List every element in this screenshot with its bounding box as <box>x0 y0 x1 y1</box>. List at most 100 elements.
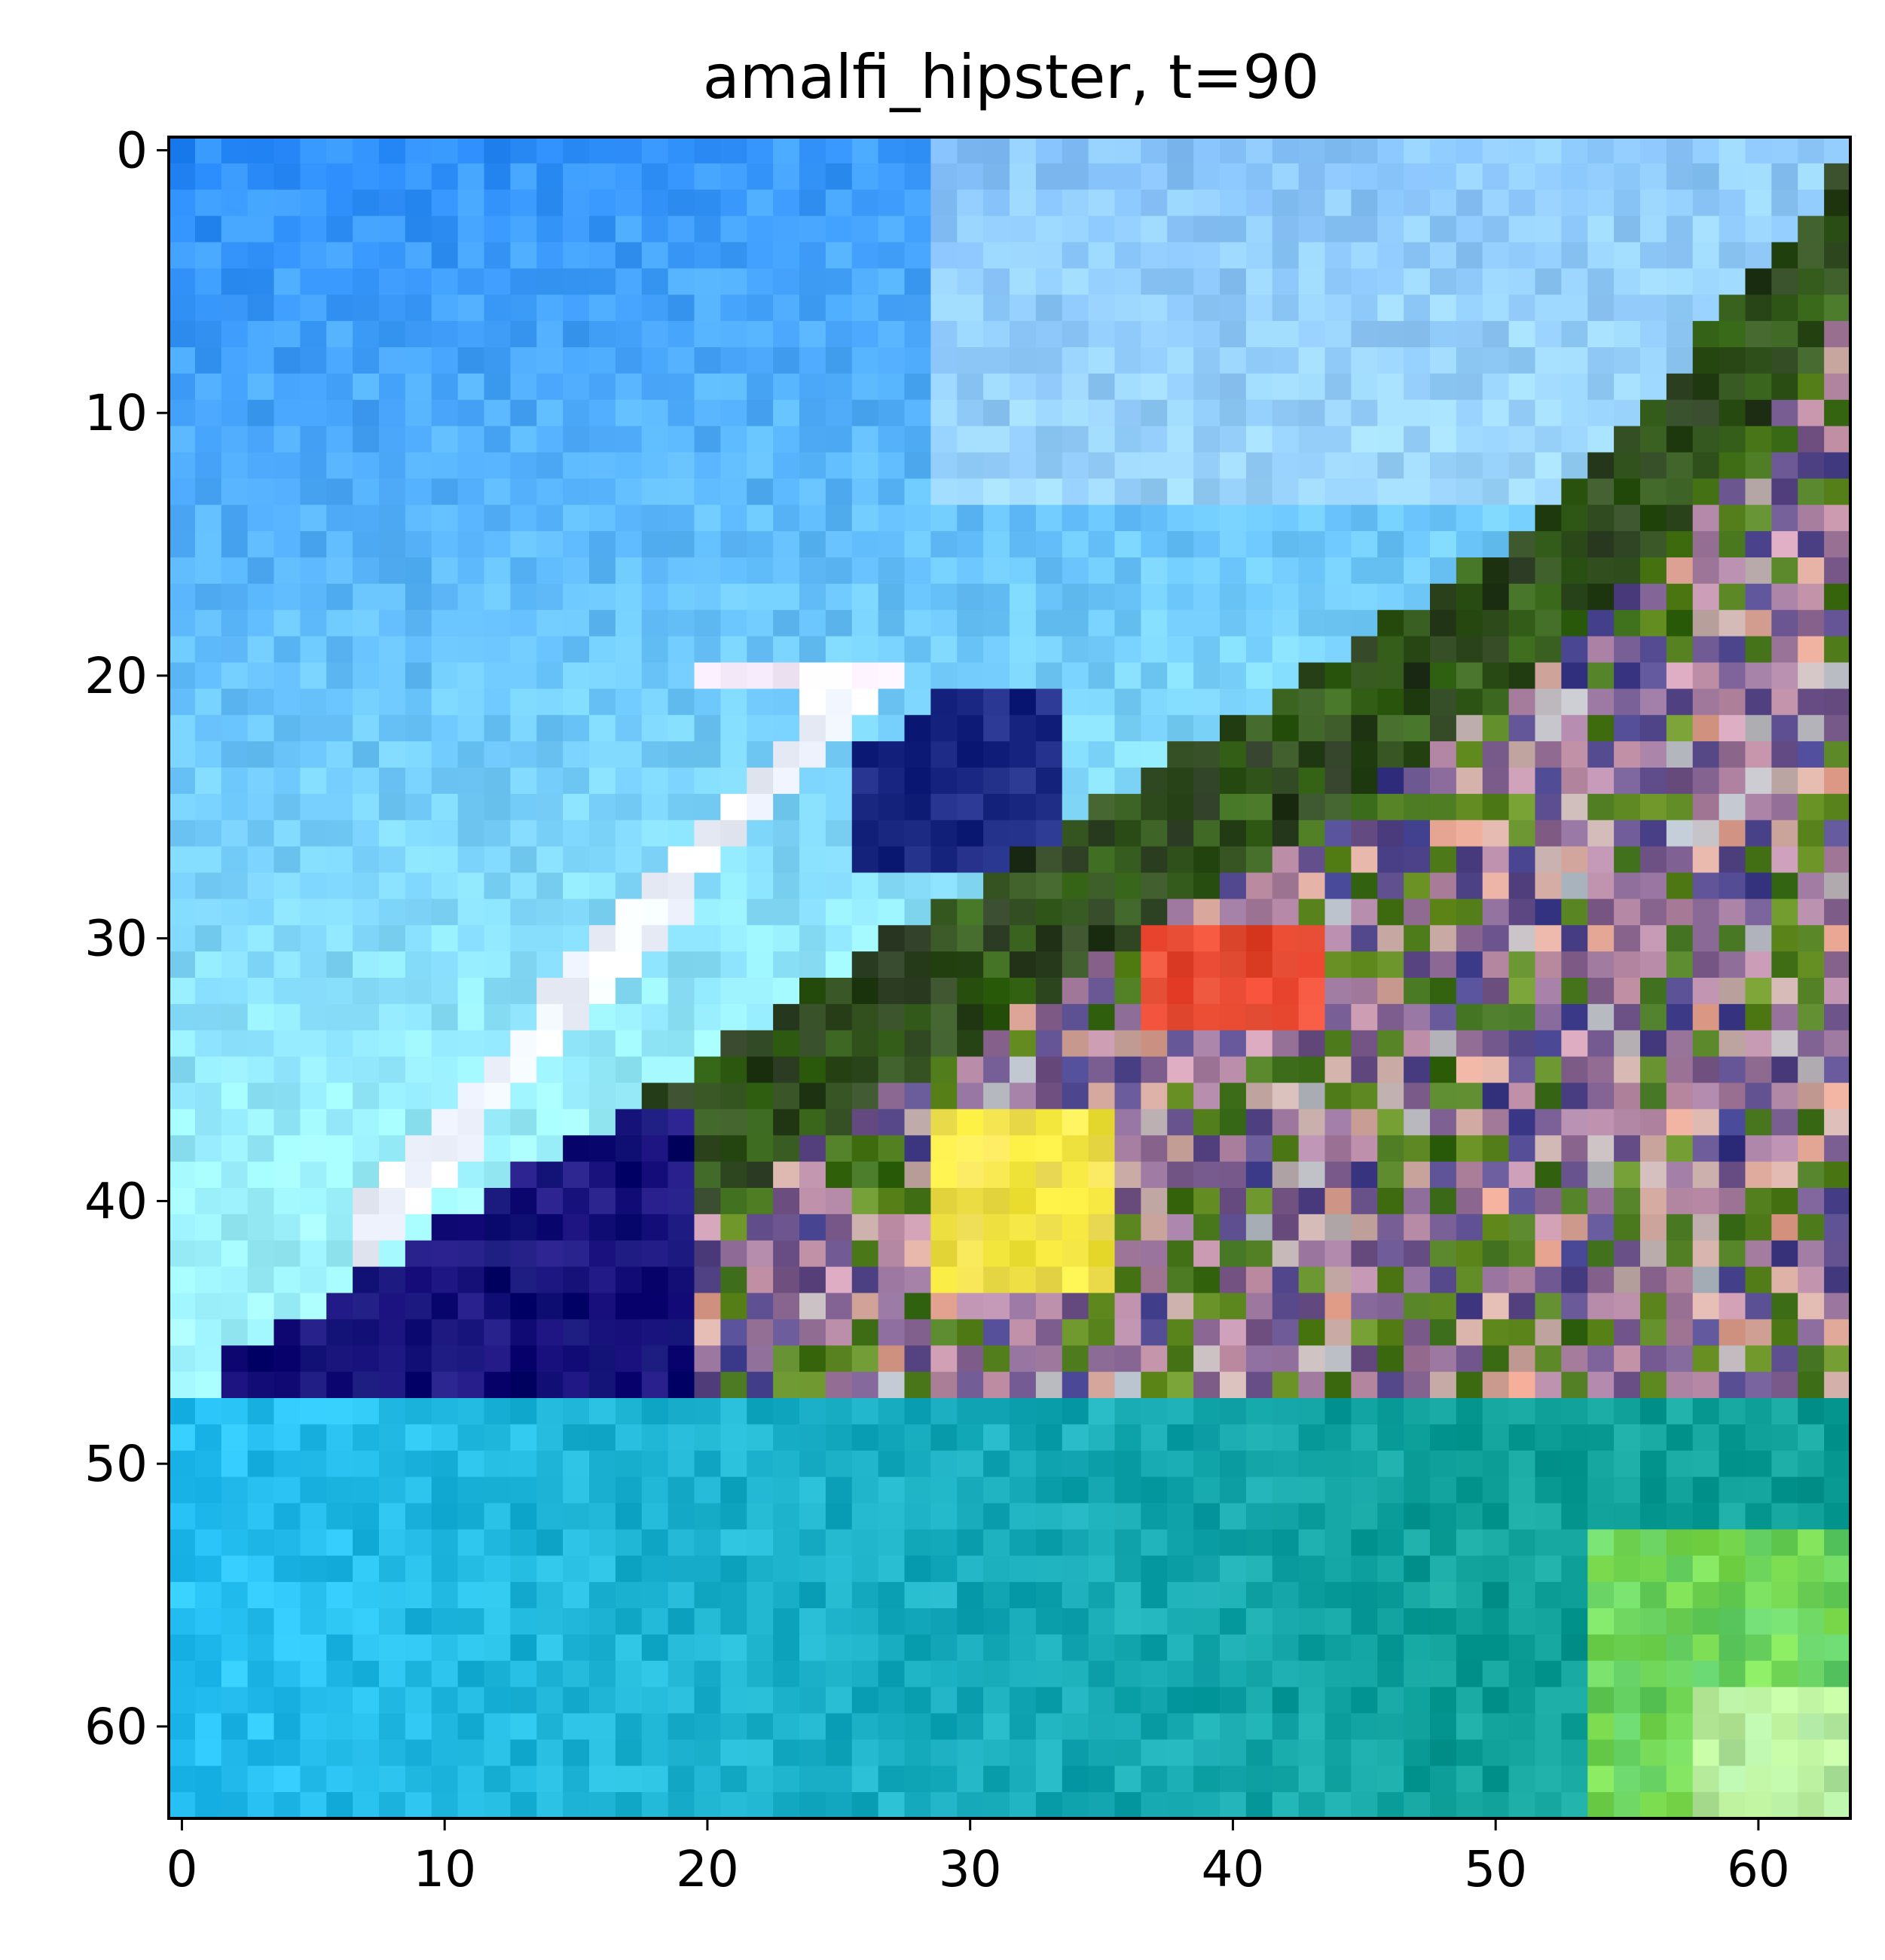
pixel-cell <box>300 1424 327 1452</box>
pixel-cell <box>1771 768 1798 795</box>
pixel-cell <box>536 1293 564 1320</box>
pixel-cell <box>957 1529 984 1556</box>
pixel-cell <box>1587 636 1615 664</box>
pixel-cell <box>1220 1398 1247 1425</box>
pixel-cell <box>1193 1450 1221 1478</box>
pixel-cell <box>668 347 695 374</box>
pixel-cell <box>1430 820 1457 847</box>
pixel-cell <box>773 1266 800 1294</box>
pixel-cell <box>799 557 826 585</box>
pixel-cell <box>1404 1345 1431 1372</box>
pixel-cell <box>1377 636 1404 664</box>
pixel-cell <box>1666 426 1694 453</box>
pixel-cell <box>851 295 879 322</box>
pixel-cell <box>1535 846 1562 874</box>
pixel-cell <box>1692 1739 1720 1766</box>
pixel-cell <box>694 1398 721 1425</box>
pixel-cell <box>169 163 196 191</box>
pixel-cell <box>589 583 616 611</box>
pixel-cell <box>930 1319 958 1346</box>
pixel-cell <box>1561 1345 1588 1372</box>
pixel-cell <box>1193 399 1221 427</box>
pixel-cell <box>1298 951 1326 978</box>
pixel-cell <box>1456 1529 1483 1556</box>
pixel-cell <box>431 978 459 1005</box>
pixel-cell <box>431 925 459 952</box>
pixel-cell <box>1430 609 1457 637</box>
pixel-cell <box>194 1660 222 1688</box>
pixel-cell <box>1062 1398 1089 1425</box>
pixel-cell <box>1456 1634 1483 1662</box>
pixel-cell <box>1088 899 1116 926</box>
pixel-cell <box>1718 1450 1746 1478</box>
pixel-cell <box>1088 793 1116 821</box>
pixel-cell <box>694 872 721 899</box>
pixel-cell <box>589 951 616 978</box>
pixel-cell <box>1482 1398 1510 1425</box>
pixel-cell <box>353 557 380 585</box>
pixel-cell <box>1114 1766 1141 1793</box>
pixel-cell <box>536 715 564 742</box>
pixel-cell <box>563 189 590 217</box>
pixel-cell <box>930 1476 958 1504</box>
pixel-cell <box>457 347 485 374</box>
pixel-cell <box>1798 399 1825 427</box>
pixel-cell <box>1035 1660 1063 1688</box>
pixel-cell <box>1114 426 1141 453</box>
pixel-cell <box>1824 978 1851 1005</box>
pixel-cell <box>431 1372 459 1399</box>
pixel-cell <box>1561 373 1588 401</box>
pixel-cell <box>773 715 800 742</box>
pixel-cell <box>431 399 459 427</box>
pixel-cell <box>668 820 695 847</box>
pixel-cell <box>878 373 906 401</box>
pixel-cell <box>1718 1687 1746 1714</box>
pixel-cell <box>799 505 826 532</box>
pixel-cell <box>353 1162 380 1189</box>
pixel-cell <box>1167 1240 1194 1268</box>
pixel-cell <box>194 1082 222 1110</box>
pixel-cell <box>457 899 485 926</box>
pixel-cell <box>1062 1293 1089 1320</box>
pixel-cell <box>825 1503 853 1530</box>
pixel-cell <box>300 452 327 479</box>
pixel-cell <box>773 1293 800 1320</box>
pixel-cell <box>221 1214 249 1241</box>
pixel-cell <box>1745 242 1772 269</box>
pixel-cell <box>457 925 485 952</box>
pixel-cell <box>1404 1634 1431 1662</box>
pixel-cell <box>825 347 853 374</box>
pixel-cell <box>1561 1293 1588 1320</box>
pixel-cell <box>1745 1372 1772 1399</box>
pixel-cell <box>878 899 906 926</box>
pixel-cell <box>169 1713 196 1740</box>
pixel-cell <box>510 1503 537 1530</box>
pixel-cell <box>221 1056 249 1084</box>
pixel-cell <box>904 1582 931 1609</box>
pixel-cell <box>457 1372 485 1399</box>
pixel-cell <box>1456 1582 1483 1609</box>
pixel-cell <box>405 741 432 768</box>
pixel-cell <box>273 426 301 453</box>
pixel-cell <box>615 242 643 269</box>
pixel-cell <box>1508 793 1536 821</box>
pixel-cell <box>1692 1056 1720 1084</box>
pixel-cell <box>510 636 537 664</box>
pixel-cell <box>1377 1056 1404 1084</box>
pixel-cell <box>484 1372 511 1399</box>
pixel-cell <box>1718 846 1746 874</box>
pixel-cell <box>641 557 669 585</box>
pixel-cell <box>589 1109 616 1136</box>
pixel-cell <box>300 872 327 899</box>
pixel-cell <box>1220 189 1247 217</box>
pixel-cell <box>247 1135 275 1162</box>
pixel-cell <box>1035 137 1063 164</box>
pixel-cell <box>353 1792 380 1819</box>
pixel-cell <box>1114 768 1141 795</box>
pixel-cell <box>1482 478 1510 505</box>
pixel-cell <box>353 321 380 348</box>
pixel-cell <box>983 373 1010 401</box>
pixel-cell <box>1193 1660 1221 1688</box>
pixel-cell <box>194 1214 222 1241</box>
pixel-cell <box>799 1345 826 1372</box>
